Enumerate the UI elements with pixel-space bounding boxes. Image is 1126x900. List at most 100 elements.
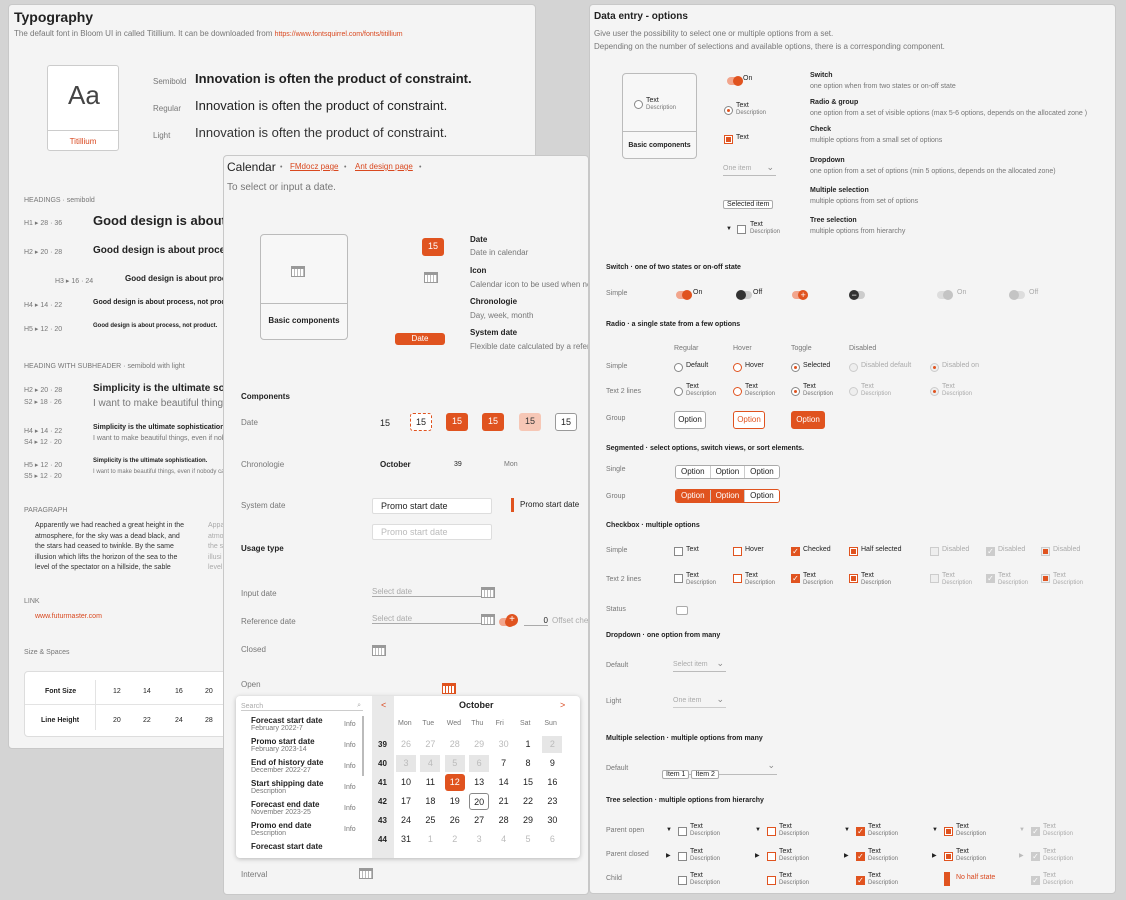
calendar-day-selected[interactable]: 12 xyxy=(444,774,465,791)
tree-checkbox[interactable] xyxy=(944,852,953,861)
radio-2line-selected[interactable] xyxy=(791,387,800,396)
checkbox-hover[interactable] xyxy=(733,547,742,556)
system-date-tag[interactable]: Promo start date xyxy=(511,498,579,512)
calendar-day[interactable]: 1 xyxy=(427,834,433,844)
date-today[interactable]: 15 xyxy=(410,413,432,431)
segmented-group[interactable]: Option Option Option xyxy=(675,489,780,503)
caret-right-icon[interactable]: ▶ xyxy=(1019,853,1024,859)
caret-right-icon[interactable]: ▶ xyxy=(932,853,937,859)
radio-demo[interactable] xyxy=(724,106,733,115)
caret-down-icon[interactable]: ▼ xyxy=(666,827,672,833)
checkbox-2line[interactable] xyxy=(733,574,742,583)
list-item-title[interactable]: Start shipping date xyxy=(251,779,324,788)
calendar-day[interactable]: 7 xyxy=(501,758,507,768)
popup-search-input[interactable]: Search ⌕ xyxy=(241,702,363,711)
selected-tag[interactable]: Item 2 xyxy=(691,770,719,779)
dropdown-demo[interactable]: One item xyxy=(723,162,776,176)
calendar-day[interactable]: 4 xyxy=(420,755,441,772)
offset-value[interactable]: 0 xyxy=(524,616,548,626)
checkbox-2line[interactable] xyxy=(674,574,683,583)
list-item-title[interactable]: Forecast start date xyxy=(251,716,323,725)
tree-checkbox[interactable] xyxy=(678,876,687,885)
font-link[interactable]: https://www.fontsquirrel.com/fonts/titil… xyxy=(274,31,403,38)
link-sample[interactable]: www.futurmaster.com xyxy=(35,613,102,620)
calendar-day[interactable]: 31 xyxy=(400,834,411,844)
checkbox-default[interactable] xyxy=(674,547,683,556)
list-item-title[interactable]: Forecast end date xyxy=(251,800,320,809)
tree-checkbox[interactable] xyxy=(767,827,776,836)
calendar-day[interactable]: 27 xyxy=(474,815,485,825)
radio-group-option-selected[interactable]: Option xyxy=(791,411,825,429)
dropdown-light[interactable]: One item xyxy=(673,694,726,708)
tree-checkbox[interactable] xyxy=(678,827,687,836)
calendar-day[interactable]: 26 xyxy=(400,739,411,749)
system-date-field[interactable]: Promo start date xyxy=(372,498,492,514)
tree-demo-caret[interactable]: ▼ xyxy=(726,226,732,232)
calendar-day[interactable]: 30 xyxy=(547,815,558,825)
reference-date-field[interactable]: Select date xyxy=(372,614,492,624)
date-outlined[interactable]: 15 xyxy=(555,413,577,431)
radio-group-option-hover[interactable]: Option xyxy=(733,411,765,429)
list-scrollbar[interactable] xyxy=(362,716,364,776)
calendar-day[interactable]: 15 xyxy=(522,777,533,787)
calendar-day[interactable]: 8 xyxy=(525,758,531,768)
list-item-title[interactable]: Promo start date xyxy=(251,737,315,746)
date-range[interactable]: 15 xyxy=(519,413,541,431)
segment-option[interactable]: Option xyxy=(745,490,779,502)
calendar-day[interactable]: 19 xyxy=(449,796,460,806)
calendar-day[interactable]: 26 xyxy=(449,815,460,825)
calendar-day[interactable]: 30 xyxy=(498,739,509,749)
calendar-day[interactable]: 2 xyxy=(452,834,458,844)
list-item-title[interactable]: Promo end date xyxy=(251,821,312,830)
segment-option[interactable]: Option xyxy=(745,466,779,478)
calendar-day[interactable]: 3 xyxy=(476,834,482,844)
list-item-title[interactable]: End of history date xyxy=(251,758,324,767)
plus-icon[interactable]: + xyxy=(506,614,518,626)
list-item-title[interactable]: Forecast start date xyxy=(251,842,323,851)
chrono-month[interactable]: October xyxy=(380,460,411,469)
calendar-day[interactable]: 14 xyxy=(498,777,509,787)
tree-checkbox[interactable]: ✓ xyxy=(856,827,865,836)
segment-option[interactable]: Option xyxy=(710,466,746,478)
calendar-icon[interactable] xyxy=(372,645,386,656)
tree-checkbox[interactable] xyxy=(944,827,953,836)
calendar-day[interactable]: 18 xyxy=(425,796,436,806)
tree-checkbox[interactable] xyxy=(678,852,687,861)
caret-right-icon[interactable]: ▶ xyxy=(666,853,671,859)
switch-demo[interactable] xyxy=(727,76,743,86)
radio-2line-default[interactable] xyxy=(674,387,683,396)
tree-checkbox[interactable] xyxy=(767,876,776,885)
caret-down-icon[interactable]: ▼ xyxy=(844,827,850,833)
calendar-day[interactable]: 2 xyxy=(542,736,563,753)
calendar-day[interactable]: 17 xyxy=(400,796,411,806)
calendar-day[interactable]: 11 xyxy=(425,777,436,787)
calendar-day[interactable]: 5 xyxy=(525,834,531,844)
checkbox-2line[interactable]: ✓ xyxy=(791,574,800,583)
prev-month-button[interactable]: < xyxy=(381,700,387,710)
segmented-single[interactable]: Option Option Option xyxy=(675,465,780,479)
tree-checkbox[interactable]: ✓ xyxy=(856,876,865,885)
segment-option-selected[interactable]: Option xyxy=(710,490,746,502)
calendar-day[interactable]: 28 xyxy=(498,815,509,825)
calendar-day[interactable]: 9 xyxy=(549,758,555,768)
radio-group-option[interactable]: Option xyxy=(674,411,706,429)
chrono-week[interactable]: 39 xyxy=(454,461,462,468)
multi-select-demo[interactable]: Selected item xyxy=(723,193,775,211)
calendar-icon[interactable] xyxy=(481,587,495,598)
calendar-day-today[interactable]: 20 xyxy=(469,793,490,810)
checkbox-2line[interactable] xyxy=(849,574,858,583)
calendar-day[interactable]: 24 xyxy=(400,815,411,825)
radio-default[interactable] xyxy=(674,363,683,372)
radio-selected[interactable] xyxy=(791,363,800,372)
status-checkbox[interactable] xyxy=(676,606,688,615)
calendar-day[interactable]: 10 xyxy=(400,777,411,787)
check-demo[interactable] xyxy=(724,135,733,144)
calendar-day[interactable]: 25 xyxy=(425,815,436,825)
fmdocz-link[interactable]: FMdocz page xyxy=(290,162,339,171)
calendar-icon-active[interactable] xyxy=(442,683,456,694)
calendar-day[interactable]: 16 xyxy=(547,777,558,787)
checkbox-checked[interactable]: ✓ xyxy=(791,547,800,556)
segment-option-selected[interactable]: Option xyxy=(676,490,711,502)
chrono-day[interactable]: Mon xyxy=(504,461,518,468)
switch-loading-off[interactable]: − xyxy=(849,290,865,300)
